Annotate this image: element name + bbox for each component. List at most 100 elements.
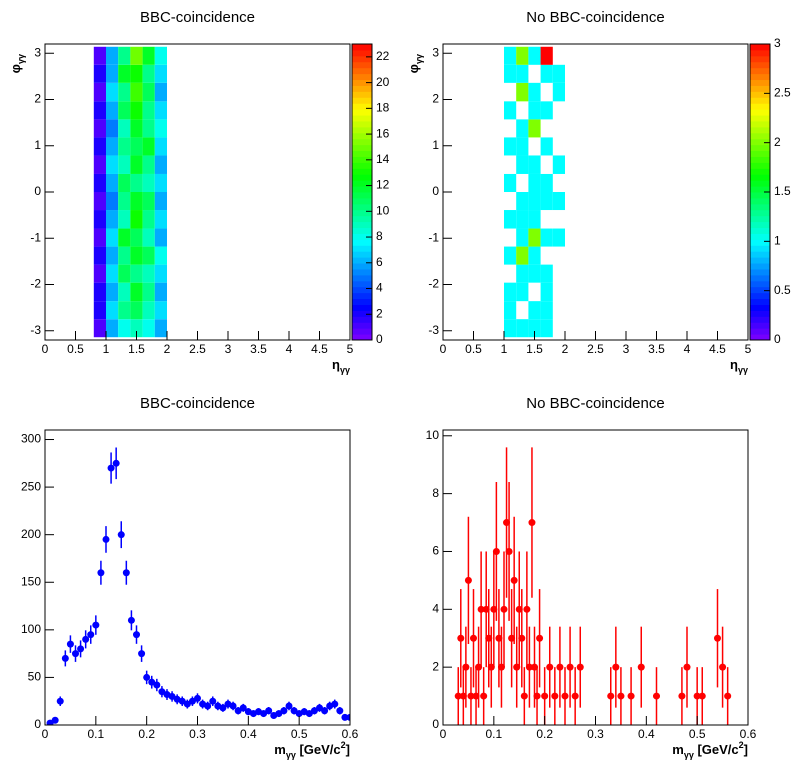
cell xyxy=(93,210,106,229)
point xyxy=(305,710,313,718)
panel-title: BBC-coincidence xyxy=(140,9,255,26)
point xyxy=(541,692,549,700)
colorbar-tick-label: 0 xyxy=(376,332,383,346)
cell xyxy=(118,119,131,138)
cell xyxy=(142,301,155,320)
axis-label: φγγ xyxy=(8,54,26,73)
palette-swatch xyxy=(750,156,770,163)
palette-swatch xyxy=(750,138,770,146)
colorbar-tick-label: 14 xyxy=(376,152,390,166)
x-tick-label: 0.1 xyxy=(485,727,502,741)
cell xyxy=(130,64,143,83)
palette-swatch xyxy=(750,274,770,282)
cell xyxy=(528,264,541,283)
palette-swatch xyxy=(352,245,372,252)
cell xyxy=(93,192,106,211)
palette-swatch xyxy=(352,49,372,57)
point xyxy=(482,605,490,613)
colorbar-tick-label: 20 xyxy=(376,75,390,89)
point xyxy=(72,650,79,658)
axis-label-part: m xyxy=(672,742,684,757)
cell xyxy=(540,192,553,211)
x-tick-label: 5 xyxy=(745,342,752,356)
point xyxy=(683,663,691,671)
point xyxy=(612,663,620,671)
axes-frame xyxy=(442,43,749,341)
palette-swatch xyxy=(750,180,770,187)
cell xyxy=(552,82,565,102)
point xyxy=(341,713,349,721)
point xyxy=(143,673,151,681)
palette-swatch xyxy=(352,162,372,169)
cell xyxy=(93,264,106,283)
point xyxy=(56,697,64,705)
point xyxy=(158,688,166,696)
palette-swatch xyxy=(352,44,372,51)
palette-swatch xyxy=(352,197,372,205)
cell xyxy=(528,301,541,320)
point xyxy=(462,663,470,671)
palette-swatch xyxy=(750,44,770,51)
cell xyxy=(142,319,155,338)
point xyxy=(275,710,283,718)
palette-swatch xyxy=(750,233,770,240)
palette-swatch xyxy=(352,328,372,335)
point xyxy=(229,702,237,710)
palette-swatch xyxy=(352,221,372,229)
cell xyxy=(528,101,541,120)
palette-swatch xyxy=(352,263,372,270)
cell xyxy=(106,228,119,247)
point xyxy=(127,616,135,624)
cell xyxy=(130,319,143,338)
x-tick-label: 2.5 xyxy=(587,342,604,356)
colorbar-tick-label: 1.5 xyxy=(774,184,791,198)
cell xyxy=(130,155,143,174)
cell xyxy=(528,155,541,174)
point xyxy=(133,631,140,639)
point xyxy=(503,519,511,527)
cell xyxy=(504,282,517,302)
cell xyxy=(106,119,119,138)
cell xyxy=(130,82,143,102)
palette-swatch xyxy=(352,251,372,258)
cell xyxy=(516,64,529,83)
cell xyxy=(540,301,553,320)
point xyxy=(475,663,483,671)
cell xyxy=(130,228,143,247)
point xyxy=(653,692,660,700)
palette-swatch xyxy=(352,115,372,122)
cell xyxy=(93,46,106,65)
y-tick-label: 100 xyxy=(21,622,41,636)
cell xyxy=(154,246,167,265)
x-tick-label: 1 xyxy=(103,342,110,356)
cell xyxy=(540,264,553,283)
palette-swatch xyxy=(750,227,770,234)
cell xyxy=(516,46,529,65)
point xyxy=(87,631,95,639)
palette-swatch xyxy=(750,85,770,92)
palette-swatch xyxy=(352,79,372,86)
point xyxy=(153,681,161,689)
x-tick-label: 3.5 xyxy=(250,342,267,356)
cell xyxy=(93,228,106,247)
x-tick-label: 0.1 xyxy=(87,727,104,741)
palette-swatch xyxy=(352,180,372,187)
palette-swatch xyxy=(750,334,770,341)
cell xyxy=(142,64,155,83)
x-tick-label: 0 xyxy=(440,342,447,356)
palette-swatch xyxy=(352,274,372,282)
palette-swatch xyxy=(352,286,372,294)
palette-swatch xyxy=(352,97,372,104)
y-tick-label: -1 xyxy=(30,230,41,244)
point xyxy=(525,663,533,671)
x-tick-label: 0.2 xyxy=(536,727,553,741)
point xyxy=(204,702,212,710)
cell xyxy=(142,82,155,102)
y-tick-label: 3 xyxy=(34,45,41,59)
cell xyxy=(93,137,106,156)
colorbar-frame xyxy=(351,43,373,341)
palette-swatch xyxy=(750,55,770,63)
cell xyxy=(516,137,529,156)
cell xyxy=(93,155,106,174)
